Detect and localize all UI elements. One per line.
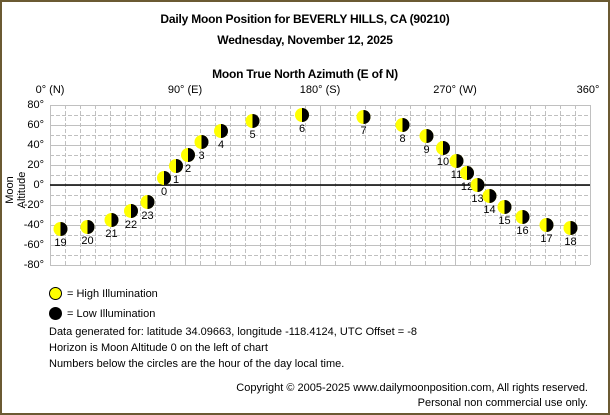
- x-axis-title: Moon True North Azimuth (E of N): [212, 67, 398, 81]
- moon-point-hour-12: 12: [460, 166, 474, 193]
- hour-label: 21: [105, 228, 117, 240]
- legend-low: = Low Illumination: [49, 307, 155, 320]
- y-tick-40: 40°: [27, 139, 44, 151]
- moon-point-hour-18: 18: [563, 221, 578, 248]
- legend-low-label: = Low Illumination: [67, 307, 156, 320]
- legend-high-label: = High Illumination: [67, 287, 158, 300]
- hour-label: 12: [461, 181, 473, 193]
- y-tick-minus80: -80°: [23, 259, 44, 271]
- y-tick-minus20: -20°: [23, 199, 44, 211]
- moon-point-hour-1: 1: [169, 159, 183, 186]
- hour-label: 9: [423, 144, 429, 156]
- moon-point-hour-17: 17: [539, 218, 554, 245]
- hour-label: 10: [437, 156, 449, 168]
- moon-point-hour-2: 2: [181, 148, 195, 175]
- hour-label: 23: [141, 210, 153, 222]
- moon-point-hour-0: 0: [157, 171, 171, 198]
- hour-label: 8: [399, 133, 405, 145]
- y-tick-minus40: -40°: [23, 219, 44, 231]
- x-tick-0: 0° (N): [35, 84, 65, 96]
- hour-label: 1: [173, 174, 179, 186]
- hour-label: 7: [360, 125, 366, 137]
- moon-point-hour-3: 3: [194, 135, 209, 162]
- hour-label: 14: [483, 204, 495, 216]
- y-tick-60: 60°: [27, 119, 44, 131]
- moon-point-hour-7: 7: [356, 110, 371, 137]
- hour-label: 19: [54, 237, 66, 249]
- info-location: Data generated for: latitude 34.09663, l…: [49, 326, 418, 338]
- moon-point-hour-16: 16: [515, 210, 530, 237]
- x-tick-180: 180° (S): [299, 84, 341, 96]
- y-tick-0: 0°: [33, 179, 44, 191]
- chart-title: Daily Moon Position for BEVERLY HILLS, C…: [160, 12, 450, 26]
- hour-label: 3: [198, 150, 204, 162]
- moon-point-hour-6: 6: [295, 108, 309, 135]
- chart-date: Wednesday, November 12, 2025: [217, 33, 393, 47]
- low-illumination-icon: [49, 307, 62, 320]
- info-horizon: Horizon is Moon Altitude 0 on the left o…: [49, 342, 268, 354]
- hour-label: 13: [471, 193, 483, 205]
- moon-point-hour-19: 19: [53, 222, 68, 249]
- x-tick-360: 360°: [576, 84, 600, 96]
- copyright: Copyright © 2005-2025 www.dailymoonposit…: [236, 382, 588, 394]
- hour-label: 5: [249, 129, 255, 141]
- moon-point-hour-10: 10: [436, 141, 450, 168]
- moon-point-hour-8: 8: [395, 118, 410, 145]
- hour-label: 22: [125, 219, 137, 231]
- legend-high: = High Illumination: [49, 287, 158, 300]
- moon-point-hour-9: 9: [419, 129, 434, 156]
- hour-label: 11: [451, 169, 462, 181]
- x-tick-270: 270° (W): [433, 84, 477, 96]
- y-tick-20: 20°: [27, 159, 44, 171]
- hour-label: 4: [218, 139, 224, 151]
- moon-point-hour-5: 5: [245, 114, 260, 141]
- moon-point-hour-4: 4: [214, 124, 228, 151]
- hour-label: 6: [299, 123, 305, 135]
- hour-label: 16: [516, 225, 528, 237]
- hour-label: 2: [185, 163, 191, 175]
- moon-point-hour-20: 20: [80, 220, 95, 247]
- moon-point-hour-14: 14: [482, 189, 497, 216]
- usage-note: Personal non commercial use only.: [417, 397, 588, 409]
- high-illumination-icon: [49, 287, 62, 300]
- info-hours: Numbers below the circles are the hour o…: [49, 358, 345, 370]
- y-tick-80: 80°: [27, 99, 44, 111]
- moon-point-hour-22: 22: [124, 204, 138, 231]
- hour-label: 17: [540, 233, 552, 245]
- hour-label: 20: [81, 235, 93, 247]
- x-tick-90: 90° (E): [167, 84, 203, 96]
- moon-point-hour-13: 13: [470, 178, 485, 205]
- y-tick-minus60: -60°: [23, 239, 44, 251]
- moon-point-hour-15: 15: [497, 200, 512, 227]
- hour-label: 0: [161, 186, 167, 198]
- moon-point-hour-23: 23: [140, 195, 155, 222]
- hour-label: 15: [498, 215, 510, 227]
- moon-point-hour-11: 11: [449, 154, 464, 181]
- moon-point-hour-21: 21: [104, 213, 119, 240]
- hour-label: 18: [564, 236, 576, 248]
